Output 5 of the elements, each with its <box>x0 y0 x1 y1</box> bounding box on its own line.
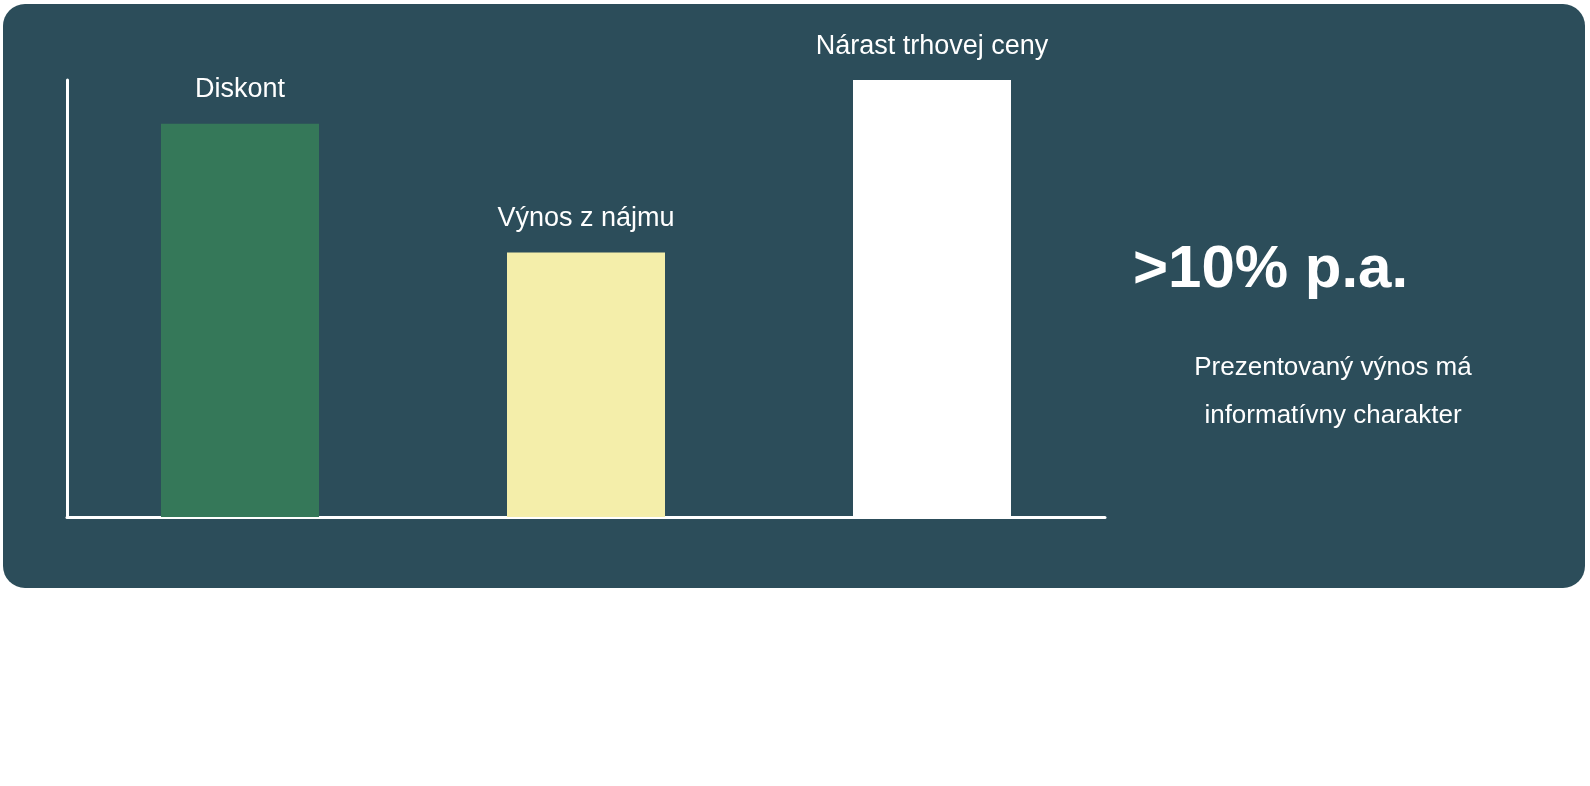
x-tick-label: Diskont <box>194 73 286 104</box>
x-tick-label: Výnos z nájmu <box>497 202 675 233</box>
text: >10% p.a. <box>1133 232 1409 300</box>
text: Prezentovaný výnos má informatívny charakter <box>1194 351 1473 429</box>
x-tick-label: Nárast trhovej ceny <box>815 29 1049 60</box>
